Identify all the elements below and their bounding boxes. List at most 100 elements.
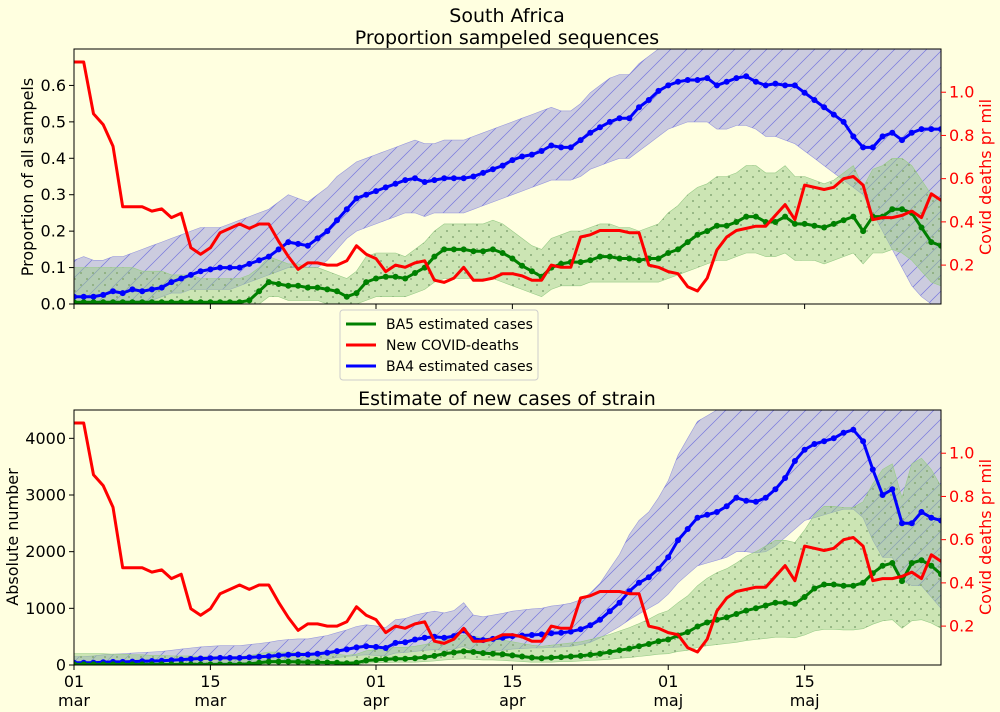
top-ba4-point xyxy=(246,260,253,267)
bottom-ba4-point xyxy=(869,466,876,473)
bottom-ba5-point xyxy=(139,661,146,665)
bottom-ba4-point xyxy=(597,616,603,623)
top-ba4-point xyxy=(314,235,321,242)
x-tick-label-day: 01 xyxy=(64,672,84,691)
bottom-y2-axis-label: Covid deaths pr mil xyxy=(976,459,995,615)
legend-label: New COVID-deaths xyxy=(386,338,519,354)
top-ba5-point xyxy=(577,259,584,266)
bottom-ba4-point xyxy=(421,634,428,641)
bottom-ba5-point xyxy=(285,658,292,665)
bottom-ba5-point xyxy=(519,653,526,660)
top-ba4-point xyxy=(567,144,574,151)
bottom-ba5-point xyxy=(772,599,779,606)
top-ba4-point xyxy=(860,144,867,151)
top-ba4-point xyxy=(441,175,448,182)
top-ba5-point xyxy=(987,274,993,280)
top-ba4-point xyxy=(558,144,565,151)
legend-box xyxy=(339,309,539,381)
bottom-ba5-point xyxy=(110,661,116,665)
top-ba5-point xyxy=(441,246,448,253)
bottom-y-tick-label: 2000 xyxy=(25,542,66,561)
top-ba4-point xyxy=(938,126,941,133)
bottom-ba5-point xyxy=(811,585,818,592)
bottom-ba4-point xyxy=(645,574,652,581)
top-ba4-point xyxy=(821,104,828,111)
top-ba4-point xyxy=(119,290,126,297)
bottom-ba5-point xyxy=(752,605,759,612)
bottom-y2-tick-label: 0.4 xyxy=(949,573,974,592)
bottom-ba4-point xyxy=(373,643,379,650)
bottom-ba4-point xyxy=(256,653,263,660)
top-ba4-point xyxy=(256,257,263,264)
bottom-ba5-point xyxy=(275,658,282,665)
bottom-ba5-point xyxy=(645,641,652,647)
bottom-y2-tick-label: 1.0 xyxy=(949,444,974,463)
bottom-ba4-point xyxy=(860,438,867,445)
x-tick-label-day: 15 xyxy=(502,672,522,691)
bottom-ba4-point xyxy=(441,634,448,641)
bottom-ba4-point xyxy=(616,599,623,606)
bottom-ba5-point xyxy=(587,651,594,658)
top-ba4-point xyxy=(752,78,759,85)
bottom-ba5-point xyxy=(918,557,925,564)
top-ba5-point xyxy=(217,299,224,304)
top-ba4-point xyxy=(178,275,185,282)
bottom-ba4-point xyxy=(772,486,779,493)
top-ba5-point xyxy=(226,299,233,304)
x-tick-label-day: 01 xyxy=(658,672,678,691)
bottom-ba4-point xyxy=(343,646,350,653)
top-ba5-point xyxy=(402,275,409,282)
bottom-ba4-point xyxy=(324,649,331,656)
top-ba5-point xyxy=(528,268,535,275)
x-tick-label-day: 15 xyxy=(200,672,220,691)
top-ba4-point xyxy=(704,75,711,82)
top-ba4-point xyxy=(480,169,487,176)
bottom-ba5-point xyxy=(636,643,642,650)
top-axes-frame xyxy=(73,48,942,305)
top-y2-tick-label: 0.2 xyxy=(949,256,974,275)
bottom-ba4-point xyxy=(918,509,925,515)
top-deaths-line xyxy=(74,60,941,293)
top-ba4-band-pattern xyxy=(74,49,941,304)
top-ba4-point xyxy=(713,82,720,89)
bottom-ba5-point xyxy=(236,661,243,665)
top-ba5-point xyxy=(977,265,983,271)
top-ba5-point xyxy=(314,284,321,291)
bottom-ba5-point xyxy=(538,655,545,662)
top-ba5-point xyxy=(626,255,633,262)
bottom-ba5-point xyxy=(353,659,360,665)
bottom-ba5-point xyxy=(606,649,613,655)
top-ba4-point xyxy=(899,137,905,144)
top-ba4-point xyxy=(80,293,87,300)
bottom-ba4-point xyxy=(743,497,750,504)
bottom-ba4-point xyxy=(334,648,340,655)
top-ba4-point xyxy=(100,291,107,298)
x-tick-label-month: maj xyxy=(790,691,820,710)
bottom-ba5-point xyxy=(655,638,662,645)
bottom-ba5-point xyxy=(382,656,389,663)
top-ba4-point xyxy=(412,175,418,182)
bottom-ba5-point xyxy=(129,661,136,665)
top-ba5-point xyxy=(704,228,711,235)
bottom-ba5-point xyxy=(460,648,467,655)
bottom-ba5-point xyxy=(782,599,789,606)
top-ba5-point xyxy=(597,253,603,260)
x-tick-label-month: apr xyxy=(363,691,390,710)
bottom-ba4-point xyxy=(762,494,769,501)
bottom-ba4-point xyxy=(752,498,759,505)
top-ba5-point xyxy=(80,299,87,304)
bottom-ba4-point xyxy=(304,651,311,658)
bottom-ba4-point xyxy=(850,426,857,433)
top-ba4-point xyxy=(538,148,545,154)
top-ba4-point xyxy=(616,115,623,122)
bottom-y-tick-label: 1000 xyxy=(25,599,66,618)
bottom-ba5-point xyxy=(528,654,535,661)
top-ba4-point xyxy=(869,144,876,151)
top-ba5-point xyxy=(246,297,253,304)
top-ba4-point xyxy=(489,166,496,173)
x-tick-label-day: 01 xyxy=(366,672,386,691)
bottom-ba5-point xyxy=(499,651,506,658)
top-ba5-point xyxy=(236,299,243,304)
top-ba5-point xyxy=(958,237,964,243)
top-ba5-point xyxy=(791,220,798,227)
